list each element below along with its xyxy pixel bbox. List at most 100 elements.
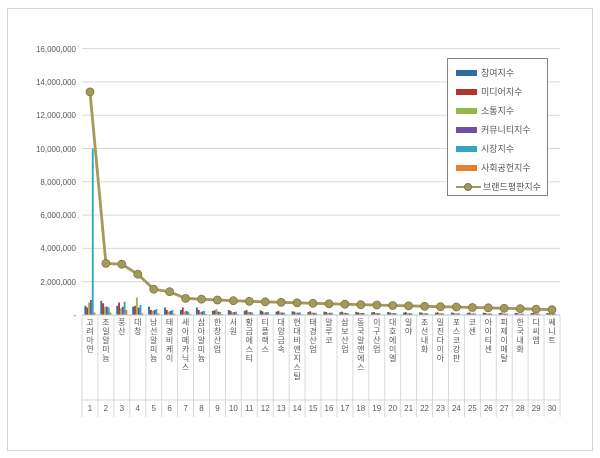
legend-item: 사회공헌지수	[456, 158, 547, 177]
y-tick-label: 16,000,000	[35, 44, 76, 54]
bar-3	[470, 313, 473, 315]
bar-5	[346, 313, 349, 315]
bar-5	[298, 312, 301, 315]
legend-label: 미디어지수	[481, 87, 523, 97]
bar-1	[403, 312, 405, 315]
category-label-text: 대창	[133, 318, 143, 336]
category-label: 남선알미늄	[146, 318, 162, 398]
bar-4	[169, 310, 172, 315]
line-marker	[133, 269, 143, 279]
bar-3	[167, 311, 170, 315]
category-label-text: 서원	[228, 318, 238, 336]
category-number: 18	[356, 404, 366, 413]
bar-4	[297, 312, 299, 315]
bar-1	[259, 310, 262, 315]
bar-6	[157, 313, 160, 315]
category-number: 9	[215, 404, 220, 413]
bar-3	[183, 311, 186, 315]
line-marker	[436, 302, 445, 312]
bar-2	[548, 313, 551, 315]
bar-3	[486, 313, 489, 315]
bar-1	[148, 306, 150, 315]
bar-5	[522, 313, 524, 315]
bar-5	[283, 312, 285, 315]
legend-item: 브랜드평판지수	[456, 177, 547, 196]
bar-5	[203, 310, 206, 315]
bar-5	[187, 311, 190, 315]
bar-4	[488, 313, 491, 315]
bar-2	[389, 312, 391, 315]
bar-2	[357, 312, 359, 315]
bar-4	[137, 307, 140, 315]
bar-1	[211, 310, 214, 315]
legend: 참여지수 미디어지수 소통지수 커뮤니티지수 시장지수 사회공헌지수 브랜드평판지수	[447, 58, 548, 196]
bar-5	[553, 313, 556, 315]
bar-5	[155, 309, 158, 315]
bar-2	[516, 313, 519, 315]
bar-5	[378, 313, 381, 315]
bar-4	[249, 312, 252, 315]
bar-5	[458, 313, 461, 315]
legend-item: 미디어지수	[456, 82, 547, 101]
category-label-text: 조선내화	[420, 318, 430, 354]
line-marker	[515, 304, 525, 314]
bar-4	[440, 313, 443, 315]
legend-label: 커뮤니티지수	[481, 125, 531, 135]
bar-4	[105, 306, 108, 315]
line-marker	[420, 301, 430, 311]
bar-5	[474, 313, 477, 315]
category-label: 대창	[130, 318, 146, 398]
bar-5	[107, 307, 110, 315]
category-label: 아이티센	[480, 318, 496, 398]
bar-4	[217, 311, 220, 315]
line-marker	[165, 287, 175, 297]
bar-2	[181, 307, 184, 315]
bar-6	[141, 313, 144, 315]
line-marker	[531, 304, 541, 314]
category-label: 고려아연	[82, 318, 98, 398]
bar-2	[484, 313, 487, 315]
category-label: 황금에스티	[241, 318, 257, 398]
bar-2	[452, 312, 455, 315]
bar-2	[277, 310, 280, 315]
bar-4	[344, 312, 347, 315]
category-number: 15	[308, 404, 318, 413]
line-marker	[85, 87, 95, 97]
bar-6	[173, 313, 176, 315]
bar-2	[197, 310, 200, 315]
bar-2	[245, 310, 248, 315]
category-number: 12	[260, 404, 270, 413]
bar-5	[267, 312, 269, 315]
bar-4	[424, 313, 427, 315]
category-number: 29	[531, 404, 541, 413]
bar-3	[88, 302, 90, 315]
bar-5	[537, 313, 540, 315]
category-number: 16	[324, 404, 334, 413]
category-label: 조선내화	[417, 318, 433, 398]
bar-3	[390, 313, 393, 315]
y-tick-label: -	[73, 311, 76, 320]
bar-4	[265, 312, 268, 315]
category-label-text: 피제이메탈	[499, 318, 509, 363]
bar-3	[502, 313, 505, 315]
category-number: 5	[151, 404, 156, 413]
category-number: 21	[404, 404, 414, 413]
bar-2	[229, 310, 232, 315]
category-number: 30	[547, 404, 557, 413]
category-label-text: 티플랙스	[260, 318, 270, 354]
category-label-text: 남선알미늄	[149, 318, 159, 363]
line-marker	[149, 284, 159, 294]
bar-5	[251, 312, 253, 315]
category-label-text: 코센	[467, 318, 477, 336]
legend-item: 참여지수	[456, 63, 547, 82]
bar-5	[171, 310, 174, 315]
line-marker	[260, 297, 270, 307]
bar-1	[530, 313, 533, 315]
category-label: 쎄니트	[544, 318, 560, 398]
bar-3	[215, 309, 218, 315]
line-marker	[404, 301, 414, 311]
bar-5	[235, 311, 238, 315]
bar-2	[468, 312, 471, 315]
